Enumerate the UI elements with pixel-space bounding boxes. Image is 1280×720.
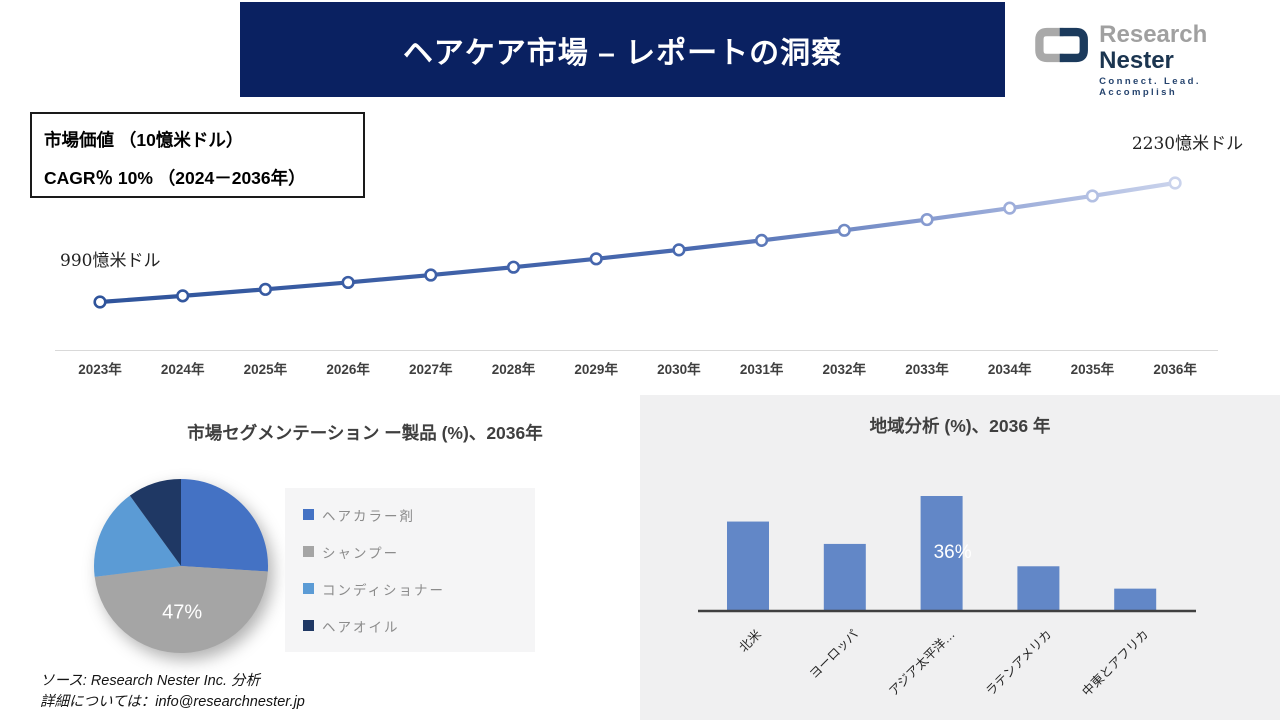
page-title: ヘアケア市場 – レポートの洞察: [402, 36, 843, 70]
legend-swatch-icon: [303, 546, 314, 557]
line-marker: [93, 295, 107, 309]
pie-data-label: 47%: [162, 601, 202, 623]
bar-chart-title: 地域分析 (%)、2036 年: [869, 416, 1051, 436]
bar-category-label: アジア太平洋…: [886, 627, 958, 699]
brand-tagline: Connect. Lead. Accomplish: [1099, 76, 1201, 98]
bar-4: [1114, 588, 1157, 611]
legend-swatch-icon: [303, 583, 314, 594]
market-value-line-chart: [93, 176, 1182, 309]
bar-3: [1017, 566, 1060, 611]
line-marker: [424, 268, 438, 282]
cagr-label: CAGR％ 10% （2024－2036年）: [44, 168, 306, 188]
source-note: ソース: Research Nester Inc. 分析: [40, 673, 261, 689]
line-marker: [837, 223, 851, 237]
bar-data-label: 36%: [934, 542, 972, 563]
logo-text: Research Nester Connect. Lead. Accomplis…: [1099, 22, 1280, 99]
legend-item: シャンプー: [303, 542, 535, 562]
line-marker: [920, 212, 934, 227]
x-axis-line: [55, 350, 1218, 351]
line-marker: [506, 260, 521, 274]
line-marker: [1085, 189, 1099, 203]
segmentation-pie-chart: 47%: [94, 479, 268, 653]
footer: ソース: Research Nester Inc. 分析 詳細については：inf…: [40, 671, 305, 713]
line-marker: [1003, 201, 1017, 215]
bar-category-label: 北米: [737, 627, 765, 655]
line-marker: [754, 233, 769, 247]
brand-logo: Research Nester Connect. Lead. Accomplis…: [1032, 22, 1280, 98]
legend-item: コンディショナー: [303, 579, 535, 599]
market-value-box: 市場価値 （10憶米ドル） CAGR％ 10% （2024－2036年）: [30, 112, 365, 198]
pie-legend: ヘアカラー剤 シャンプーコンディショナー ヘアオイル: [285, 488, 535, 652]
x-axis-tick-label: 2034年: [987, 362, 1032, 377]
x-axis-tick-label: 2032年: [822, 362, 867, 377]
legend-swatch-icon: [303, 620, 314, 631]
legend-item: ヘアオイル: [303, 616, 535, 636]
legend-swatch-icon: [303, 509, 314, 520]
line-marker: [1168, 176, 1182, 190]
x-axis-tick-label: 2027年: [409, 362, 453, 377]
line-end-value-label: 2230憶米ドル: [1131, 134, 1244, 154]
pie-slice-1: [94, 566, 268, 653]
x-axis-tick-label: 2030年: [657, 362, 701, 377]
bar-category-label: ヨーロッパ: [807, 627, 861, 681]
x-axis-tick-label: 2023年: [78, 362, 122, 377]
header-banner: ヘアケア市場 – レポートの洞察: [240, 2, 1005, 97]
brand-name: Research Nester: [1099, 22, 1280, 74]
pie-slice-0: [181, 479, 268, 572]
line-marker: [341, 275, 355, 290]
line-marker: [176, 289, 190, 303]
brand-name-first: Research: [1099, 21, 1208, 48]
x-axis-tick-label: 2024年: [160, 362, 205, 377]
line-marker: [589, 252, 603, 266]
x-axis-tick-label: 2026年: [326, 362, 370, 377]
legend-label: コンディショナー: [322, 582, 446, 598]
x-axis-tick-label: 2025年: [243, 362, 288, 377]
bar-1: [823, 543, 866, 611]
bar-category-label: ラテンアメリカ: [983, 627, 1054, 698]
pie-chart-title: 市場セグメンテーション ー製品 (%)、2036年: [187, 423, 543, 443]
line-marker: [672, 243, 686, 257]
x-axis-tick-label: 2033年: [905, 362, 949, 377]
legend-item: ヘアカラー剤: [303, 505, 535, 525]
legend-label: ヘアカラー剤: [322, 508, 415, 524]
x-axis-tick-label: 2029年: [574, 362, 618, 377]
x-axis-tick-label: 2031年: [739, 362, 784, 377]
pie-slice-3: [129, 479, 181, 566]
x-axis-tick-label: 2035年: [1070, 362, 1115, 377]
market-value-label: 市場価値 （10憶米ドル）: [44, 130, 244, 150]
contact-note: 詳細については：info@researchnester.jp: [40, 694, 305, 710]
legend-label: シャンプー: [322, 545, 400, 561]
x-axis-tick-label: 2036年: [1153, 362, 1197, 377]
x-axis-tick-label: 2028年: [491, 362, 536, 377]
pie-slice-2: [94, 495, 181, 577]
line-marker: [258, 282, 273, 296]
x-axis-labels: 2023年 2024年 2025年 2026年 2027年 2028年 2029年 2030年…: [0, 358, 1280, 378]
brand-name-second: Nester: [1099, 47, 1174, 74]
interlocked-links-icon: [1035, 27, 1088, 63]
bar-2: [920, 496, 963, 611]
regional-analysis-panel: 地域分析 (%)、2036 年 北米 ヨーロッパ 36% アジア太平洋… ラテンアメリカ…: [640, 395, 1280, 720]
bar-0: [727, 521, 769, 611]
bar-category-label: 中東とアフリカ: [1079, 627, 1151, 699]
line-series: [99, 180, 1176, 305]
line-start-value-label: 990憶米ドル: [60, 251, 161, 271]
legend-label: ヘアオイル: [322, 619, 400, 635]
regional-bar-chart: 北米 ヨーロッパ 36% アジア太平洋… ラテンアメリカ 中東とアフリカ: [698, 496, 1196, 699]
